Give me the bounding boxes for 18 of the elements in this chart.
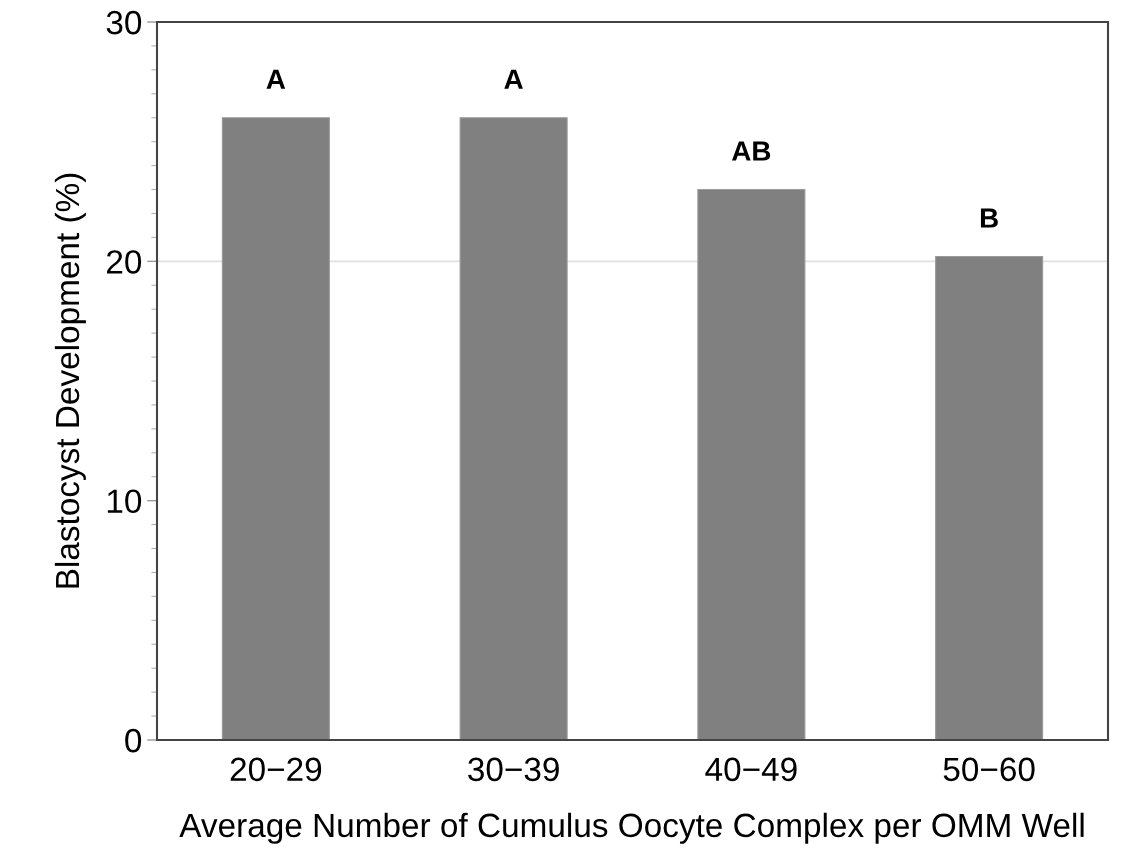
x-tick-label: 40−49 <box>705 757 797 782</box>
y-tick-label: 20 <box>107 250 142 274</box>
annotation: A <box>504 69 523 89</box>
y-tick-label: 0 <box>125 728 142 753</box>
x-tick-label: 20−29 <box>230 757 322 782</box>
x-axis-title: Average Number of Cumulus Oocyte Complex per OMM Well <box>179 812 1084 844</box>
y-axis-title: Blastocyst Development (%) <box>54 173 86 588</box>
annotation: B <box>980 208 998 228</box>
x-tick-label: 30−39 <box>468 757 559 782</box>
bar <box>221 117 330 740</box>
x-tick-label: 50−60 <box>943 757 1035 782</box>
bar <box>697 188 806 740</box>
annotation: A <box>266 69 286 89</box>
y-tick-label: 10 <box>107 489 142 514</box>
bar <box>935 255 1044 740</box>
y-tick-label: 30 <box>106 10 142 35</box>
bar <box>459 117 568 740</box>
annotation: AB <box>732 141 771 161</box>
